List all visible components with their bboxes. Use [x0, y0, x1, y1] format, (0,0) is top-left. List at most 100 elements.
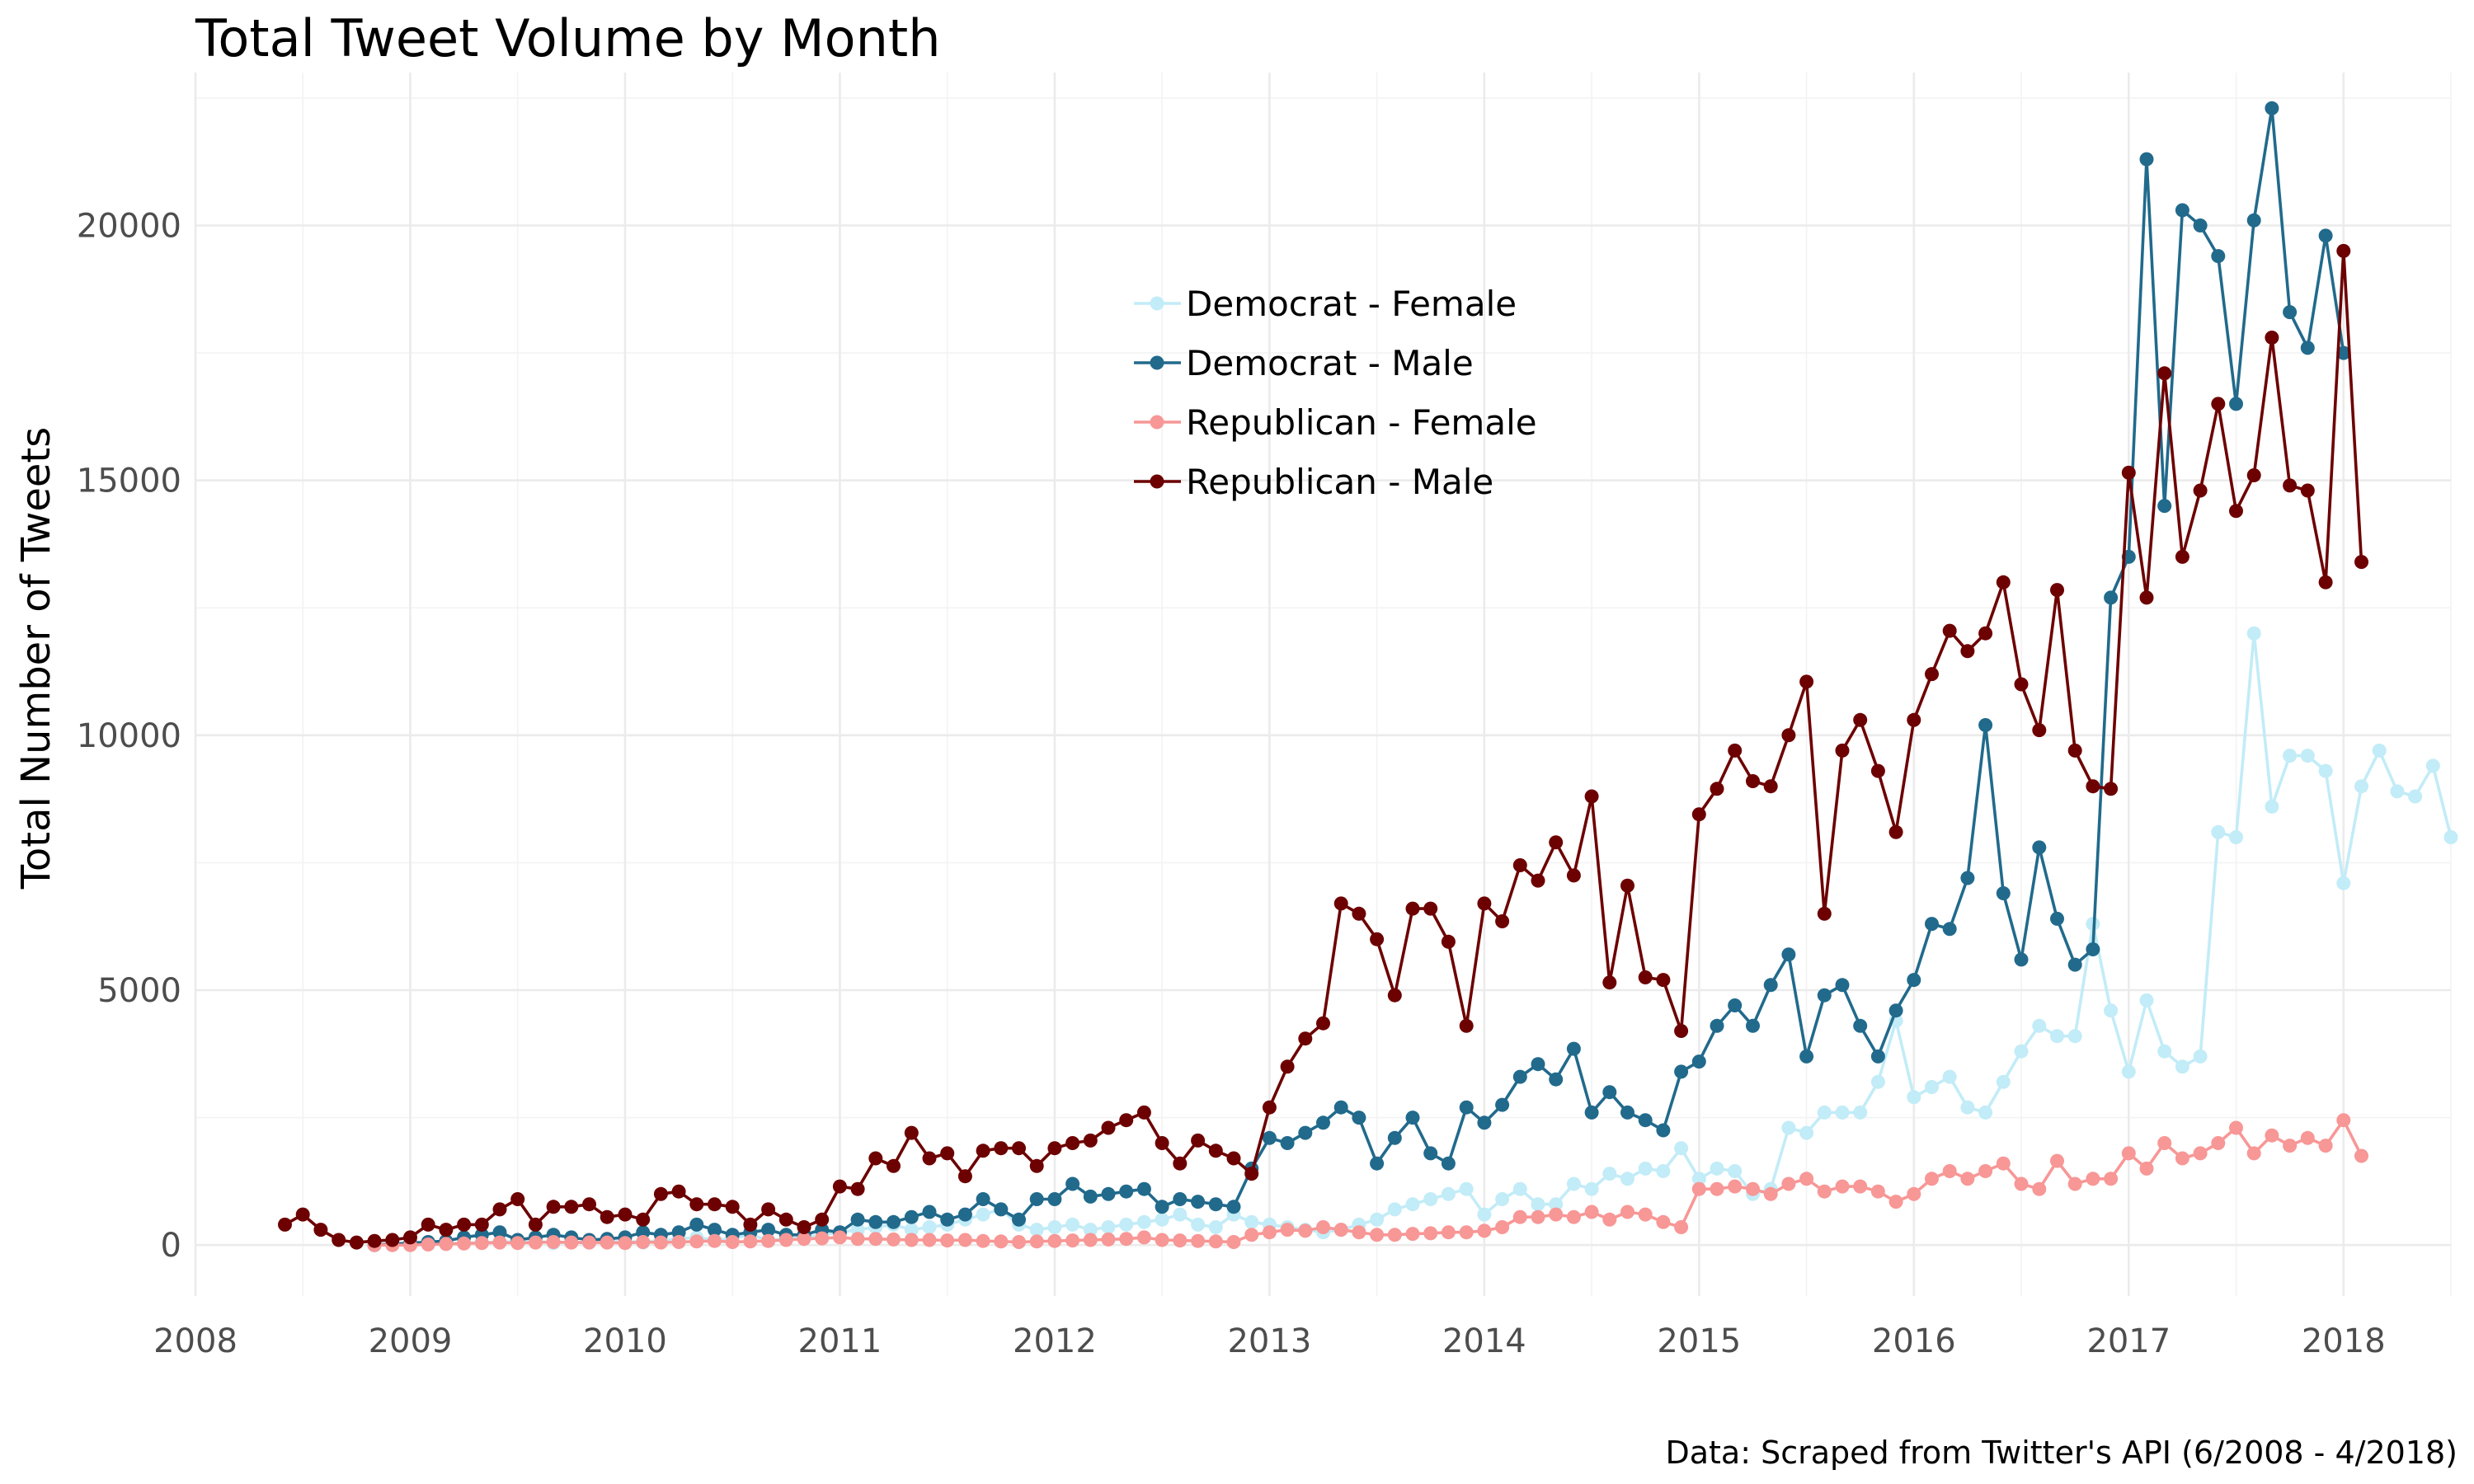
data-point [2408, 789, 2423, 804]
data-point [2229, 397, 2243, 411]
data-point [1370, 1156, 1385, 1171]
data-point [1674, 1024, 1689, 1038]
data-point [1370, 1228, 1385, 1242]
data-point [2104, 590, 2119, 605]
data-point [439, 1223, 454, 1237]
data-point [1441, 934, 1456, 949]
data-point [1996, 1156, 2011, 1171]
data-point [1907, 973, 1921, 988]
data-point [1298, 1223, 1313, 1238]
chart-caption: Data: Scraped from Twitter's API (6/2008… [1665, 1435, 2458, 1471]
data-point [421, 1237, 435, 1252]
data-point [797, 1232, 811, 1247]
data-point [1531, 1197, 1545, 1212]
data-point [1316, 1016, 1330, 1031]
legend-key-point [1150, 296, 1164, 311]
data-point [2265, 101, 2279, 115]
data-point [1065, 1176, 1080, 1191]
data-point [1512, 1069, 1527, 1084]
data-point [1441, 1156, 1456, 1171]
data-point [1119, 1113, 1134, 1128]
data-point [2032, 840, 2047, 855]
data-point [1602, 1212, 1617, 1227]
data-point [1549, 1207, 1564, 1222]
data-point [1584, 1105, 1599, 1120]
data-point [1423, 1226, 1438, 1241]
data-point [1942, 623, 1957, 638]
data-point [1333, 1100, 1348, 1115]
data-point [689, 1217, 704, 1232]
data-point [2336, 1113, 2351, 1128]
data-point [439, 1237, 454, 1252]
data-point [2246, 468, 2261, 482]
data-point [2246, 626, 2261, 641]
data-point [976, 1192, 990, 1206]
data-point [1888, 824, 1903, 839]
series-line [374, 1118, 2363, 1247]
data-point [2246, 1146, 2261, 1161]
data-point [1549, 835, 1564, 850]
data-point [1477, 896, 1492, 911]
data-point [1136, 1105, 1151, 1120]
data-point [2336, 243, 2351, 258]
data-point [743, 1234, 758, 1249]
data-point [564, 1235, 579, 1250]
data-point [1942, 922, 1957, 937]
x-tick-label: 2017 [2086, 1322, 2171, 1360]
data-point [2318, 763, 2333, 778]
data-point [1029, 1234, 1044, 1249]
data-point [1441, 1186, 1456, 1201]
data-point [1173, 1156, 1188, 1171]
data-point [1781, 1120, 1796, 1135]
data-point [1978, 626, 1993, 641]
data-point [1136, 1181, 1151, 1196]
data-point [1870, 1074, 1885, 1089]
data-point [1495, 1220, 1510, 1234]
data-point [2139, 152, 2154, 167]
data-point [2014, 952, 2029, 967]
data-point [1710, 1181, 1724, 1196]
data-point [1083, 1233, 1098, 1247]
data-point [1119, 1184, 1134, 1199]
data-point [1333, 896, 1348, 911]
data-point [904, 1125, 919, 1140]
data-point [2050, 1029, 2064, 1044]
data-point [1512, 1181, 1527, 1196]
x-tick-label: 2008 [153, 1322, 238, 1360]
data-point [725, 1235, 740, 1249]
data-point [582, 1197, 596, 1212]
data-point [2354, 555, 2368, 570]
data-point [1925, 917, 1939, 932]
data-point [1370, 932, 1385, 946]
data-point [1888, 1003, 1903, 1018]
data-point [976, 1207, 990, 1222]
data-point [2265, 331, 2279, 345]
data-point [2157, 366, 2172, 381]
data-point [1996, 575, 2011, 589]
data-point [904, 1209, 919, 1224]
data-point [1566, 1209, 1581, 1224]
data-point [1799, 1172, 1814, 1186]
data-point [2050, 1153, 2064, 1168]
data-point [1584, 1181, 1599, 1196]
x-tick-label: 2014 [1442, 1322, 1526, 1360]
data-point [1387, 988, 1402, 1003]
data-point [1226, 1200, 1241, 1214]
data-point [1746, 1181, 1760, 1196]
data-point [761, 1202, 776, 1217]
data-point [887, 1232, 901, 1247]
data-point [1280, 1223, 1295, 1237]
data-point [1477, 1223, 1492, 1238]
data-point [2050, 583, 2064, 598]
data-point [1191, 1233, 1206, 1248]
data-point [1691, 807, 1706, 822]
data-point [1620, 1172, 1634, 1186]
y-tick-label: 20000 [77, 208, 181, 246]
data-point [994, 1141, 1009, 1156]
data-point [457, 1236, 472, 1251]
data-point [1566, 1041, 1581, 1056]
chart-title: Total Tweet Volume by Month [195, 8, 941, 68]
data-point [1495, 1097, 1510, 1112]
data-point [1244, 1167, 1259, 1181]
data-point [2336, 876, 2351, 890]
